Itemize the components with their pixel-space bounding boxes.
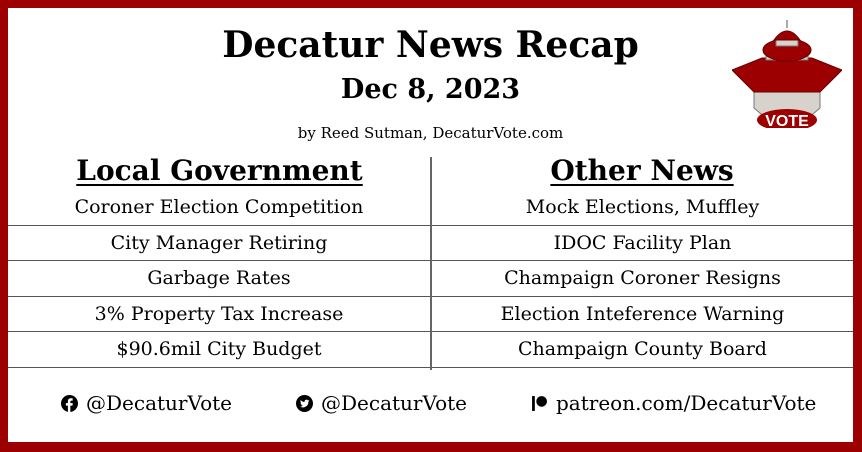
other-item: Election Inteference Warning <box>432 297 853 332</box>
local-item: $90.6mil City Budget <box>8 332 430 368</box>
recap-card: Decatur News Recap Dec 8, 2023 by Reed S… <box>8 8 853 442</box>
local-government-heading: Local Government <box>76 154 363 187</box>
local-item: 3% Property Tax Increase <box>8 297 430 332</box>
patreon-link[interactable]: patreon.com/DecaturVote <box>531 391 816 415</box>
other-item: Champaign County Board <box>432 332 853 368</box>
other-item: Champaign Coroner Resigns <box>432 261 853 297</box>
other-item: IDOC Facility Plan <box>432 226 853 261</box>
column-divider <box>430 157 432 370</box>
page-title: Decatur News Recap <box>222 24 639 66</box>
local-item: Garbage Rates <box>8 261 430 297</box>
local-item: City Manager Retiring <box>8 226 430 261</box>
patreon-url: patreon.com/DecaturVote <box>556 391 817 415</box>
logo-vote-text: VOTE <box>765 113 809 128</box>
facebook-handle: @DecaturVote <box>86 391 232 415</box>
twitter-icon <box>296 394 313 412</box>
other-item: Mock Elections, Muffley <box>432 190 853 226</box>
patreon-icon <box>532 395 547 411</box>
byline: by Reed Sutman, DecaturVote.com <box>297 124 564 142</box>
decatur-vote-logo: VOTE <box>732 20 842 128</box>
local-item: Coroner Election Competition <box>8 190 430 226</box>
facebook-link[interactable]: @DecaturVote <box>61 391 232 415</box>
date-subtitle: Dec 8, 2023 <box>340 74 521 105</box>
facebook-icon <box>61 394 78 412</box>
twitter-handle: @DecaturVote <box>321 391 467 415</box>
twitter-link[interactable]: @DecaturVote <box>296 391 467 415</box>
other-news-heading: Other News <box>550 154 734 187</box>
